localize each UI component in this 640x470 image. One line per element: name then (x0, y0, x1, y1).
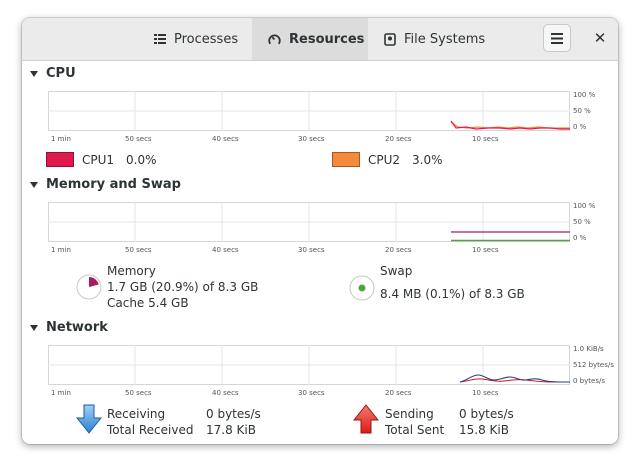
cpu-y-label-min: 0 % (573, 123, 587, 131)
swap-label: Swap (380, 264, 413, 278)
cpu-y-label-max: 100 % (573, 91, 596, 99)
x-label: 1 min (51, 246, 71, 254)
network-receive-line (459, 374, 570, 383)
network-section-title: Network (46, 320, 108, 335)
cpu2-legend: CPU2 3.0% (332, 152, 443, 167)
sending-value: 0 bytes/s (459, 407, 514, 421)
x-label: 30 secs (298, 246, 325, 254)
x-label: 20 secs (385, 389, 412, 397)
x-label: 50 secs (125, 135, 152, 143)
tab-resources[interactable]: Resources (252, 18, 368, 60)
x-label: 40 secs (212, 246, 239, 254)
expander-down-icon (30, 324, 38, 331)
memory-usage-value: 1.7 GB (20.9%) of 8.3 GB (107, 280, 259, 294)
receiving-value: 0 bytes/s (206, 407, 261, 421)
hamburger-menu-icon (551, 29, 563, 48)
receiving-label: Receiving (107, 407, 166, 421)
list-icon (154, 33, 166, 45)
tab-file-systems-label: File Systems (404, 31, 486, 47)
memory-graph-svg (48, 202, 570, 242)
cpu-y-label-mid: 50 % (573, 107, 591, 115)
memory-pie-icon (76, 274, 102, 300)
total-received-value: 17.8 KiB (206, 423, 256, 437)
cpu-graph (48, 91, 570, 131)
x-label: 30 secs (298, 389, 325, 397)
total-sent-label: Total Sent (385, 423, 445, 437)
x-label: 20 secs (385, 246, 412, 254)
x-label: 40 secs (212, 135, 239, 143)
expander-down-icon (30, 70, 38, 77)
memory-label: Memory (107, 264, 156, 278)
sending-label: Sending (385, 407, 434, 421)
cpu1-color-swatch[interactable] (46, 152, 74, 167)
x-label: 10 secs (472, 246, 499, 254)
gauge-icon (268, 33, 281, 46)
tab-processes-label: Processes (174, 31, 239, 47)
cpu1-value: 0.0% (126, 152, 157, 167)
total-sent-value: 15.8 KiB (459, 423, 509, 437)
cpu1-legend: CPU1 0.0% (46, 152, 157, 167)
memory-graph (48, 202, 570, 242)
x-label: 1 min (51, 135, 71, 143)
x-label: 40 secs (212, 389, 239, 397)
x-label: 1 min (51, 389, 71, 397)
network-y-label-min: 0 bytes/s (573, 377, 605, 385)
x-label: 50 secs (125, 389, 152, 397)
swap-pie-icon (349, 275, 375, 301)
network-section-header[interactable]: Network (30, 320, 108, 335)
cpu-section-title: CPU (46, 66, 76, 81)
network-send-line (459, 378, 570, 383)
network-graph-svg (48, 345, 570, 385)
x-label: 10 secs (472, 389, 499, 397)
receiving-arrow-icon[interactable] (75, 404, 103, 438)
memory-y-label-mid: 50 % (573, 218, 591, 226)
x-label: 10 secs (472, 135, 499, 143)
memory-section-header[interactable]: Memory and Swap (30, 177, 181, 192)
memory-section-title: Memory and Swap (46, 177, 181, 192)
cpu2-color-swatch[interactable] (332, 152, 360, 167)
memory-y-label-max: 100 % (573, 202, 596, 210)
cpu-section-header[interactable]: CPU (30, 66, 76, 81)
total-received-label: Total Received (107, 423, 194, 437)
system-monitor-window: Processes Resources File Systems (22, 18, 618, 444)
swap-usage-value: 8.4 MB (0.1%) of 8.3 GB (380, 287, 525, 301)
close-icon: ✕ (593, 29, 607, 47)
swap-pie-chart[interactable] (349, 275, 375, 305)
cpu2-value: 3.0% (412, 152, 443, 167)
network-y-label-max: 1.0 KiB/s (573, 345, 604, 353)
network-graph (48, 345, 570, 385)
cpu2-label: CPU2 (368, 152, 401, 167)
tab-file-systems[interactable]: File Systems (368, 18, 501, 60)
cpu1-line (450, 120, 570, 130)
network-y-label-mid: 512 bytes/s (573, 361, 614, 369)
disk-icon (384, 32, 396, 46)
sending-arrow-icon[interactable] (352, 404, 380, 438)
header-bar: Processes Resources File Systems (22, 18, 618, 61)
memory-cache-value: Cache 5.4 GB (107, 296, 189, 310)
memory-pie-chart[interactable] (76, 274, 102, 304)
expander-down-icon (30, 181, 38, 188)
x-label: 20 secs (385, 135, 412, 143)
close-button[interactable]: ✕ (586, 24, 614, 52)
tab-resources-label: Resources (289, 31, 365, 47)
memory-y-label-min: 0 % (573, 234, 587, 242)
x-label: 50 secs (125, 246, 152, 254)
x-label: 30 secs (298, 135, 325, 143)
cpu1-label: CPU1 (82, 152, 115, 167)
tab-processes[interactable]: Processes (138, 18, 254, 60)
cpu-graph-svg (48, 91, 570, 131)
main-menu-button[interactable] (543, 24, 571, 52)
